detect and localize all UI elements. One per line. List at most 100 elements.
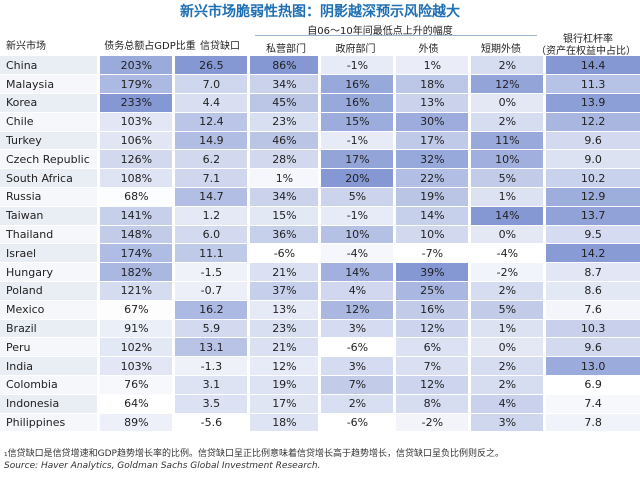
column-gap: [247, 225, 251, 245]
column-gap: [393, 337, 397, 358]
cell-gov: 15%: [321, 112, 394, 132]
column-gap: [318, 56, 322, 76]
cell-gap: -1.3: [175, 356, 248, 377]
header-credit-gap: 信贷缺口: [200, 41, 240, 52]
cell-st: 2%: [471, 112, 544, 132]
cell-st: 5%: [471, 300, 544, 320]
row-market-name: Indonesia: [0, 394, 98, 414]
cell-st: 11%: [471, 131, 544, 151]
cell-gap: 6.0: [175, 225, 248, 245]
cell-priv: 23%: [250, 319, 319, 339]
column-gap: [318, 93, 322, 113]
column-gap: [172, 74, 176, 95]
column-gap: [172, 375, 176, 395]
cell-st: 2%: [471, 356, 544, 377]
column-gap: [97, 112, 101, 132]
cell-lev: 9.6: [546, 131, 640, 151]
cell-st: 1%: [471, 319, 544, 339]
cell-st: 3%: [471, 413, 544, 433]
column-gap: [97, 168, 101, 189]
cell-ext: 14%: [396, 206, 469, 226]
column-gap: [97, 413, 101, 433]
header-group-divider: [255, 35, 537, 36]
cell-priv: 13%: [250, 300, 319, 320]
column-gap: [393, 112, 397, 132]
column-gap: [543, 149, 547, 170]
column-gap: [247, 168, 251, 189]
cell-priv: 34%: [250, 74, 319, 95]
row-market-name: India: [0, 356, 98, 377]
column-gap: [172, 262, 176, 283]
cell-debt: 148%: [100, 225, 173, 245]
cell-lev: 12.2: [546, 112, 640, 132]
column-gap: [468, 93, 472, 113]
column-gap: [247, 281, 251, 301]
cell-priv: 46%: [250, 131, 319, 151]
cell-gov: 2%: [321, 394, 394, 414]
column-gap: [393, 168, 397, 189]
cell-debt: 89%: [100, 413, 173, 433]
column-gap: [468, 243, 472, 264]
column-gap: [318, 413, 322, 433]
cell-lev: 6.9: [546, 375, 640, 395]
heatmap-body: China 203% 26.5 86% -1% 1% 2% 14.4 Malaysia 179% 7…: [0, 56, 640, 433]
column-gap: [247, 93, 251, 113]
cell-gap: 7.1: [175, 168, 248, 189]
column-gap: [468, 206, 472, 226]
column-gap: [172, 300, 176, 320]
cell-debt: 91%: [100, 319, 173, 339]
header-external: 外债: [418, 44, 439, 55]
cell-st: 0%: [471, 93, 544, 113]
row-market-name: Taiwan: [0, 206, 98, 226]
cell-lev: 9.5: [546, 225, 640, 245]
column-gap: [97, 206, 101, 226]
cell-gap: 6.2: [175, 149, 248, 170]
column-gap: [393, 243, 397, 264]
column-gap: [172, 337, 176, 358]
column-gap: [468, 300, 472, 320]
column-gap: [468, 394, 472, 414]
column-gap: [393, 149, 397, 170]
column-gap: [97, 281, 101, 301]
column-gap: [97, 56, 101, 76]
cell-lev: 13.7: [546, 206, 640, 226]
column-gap: [543, 319, 547, 339]
column-gap: [543, 243, 547, 264]
cell-st: -2%: [471, 262, 544, 283]
cell-debt: 68%: [100, 187, 173, 207]
cell-ext: 32%: [396, 149, 469, 170]
cell-debt: 141%: [100, 206, 173, 226]
table-row: China 203% 26.5 86% -1% 1% 2% 14.4: [0, 56, 640, 76]
cell-ext: 30%: [396, 112, 469, 132]
column-gap: [543, 225, 547, 245]
column-gap: [247, 74, 251, 95]
cell-st: 2%: [471, 281, 544, 301]
column-gap: [318, 300, 322, 320]
column-gap: [318, 149, 322, 170]
cell-lev: 14.2: [546, 243, 640, 264]
row-market-name: Czech Republic: [0, 149, 98, 170]
table-row: Czech Republic 126% 6.2 28% 17% 32% 10% 9.0: [0, 149, 640, 170]
column-gap: [172, 225, 176, 245]
column-gap: [172, 394, 176, 414]
column-gap: [318, 356, 322, 377]
column-gap: [172, 413, 176, 433]
cell-ext: 39%: [396, 262, 469, 283]
header-bank-leverage-1: 银行杠杆率: [563, 34, 613, 45]
column-gap: [247, 149, 251, 170]
cell-lev: 10.2: [546, 168, 640, 189]
column-gap: [247, 375, 251, 395]
cell-priv: 86%: [250, 56, 319, 76]
column-gap: [393, 206, 397, 226]
cell-ext: 17%: [396, 131, 469, 151]
column-gap: [393, 319, 397, 339]
column-gap: [543, 375, 547, 395]
cell-ext: 7%: [396, 356, 469, 377]
cell-lev: 8.7: [546, 262, 640, 283]
column-gap: [543, 56, 547, 76]
cell-st: 0%: [471, 337, 544, 358]
cell-priv: 36%: [250, 225, 319, 245]
column-gap: [318, 375, 322, 395]
cell-lev: 9.0: [546, 149, 640, 170]
column-gap: [97, 131, 101, 151]
